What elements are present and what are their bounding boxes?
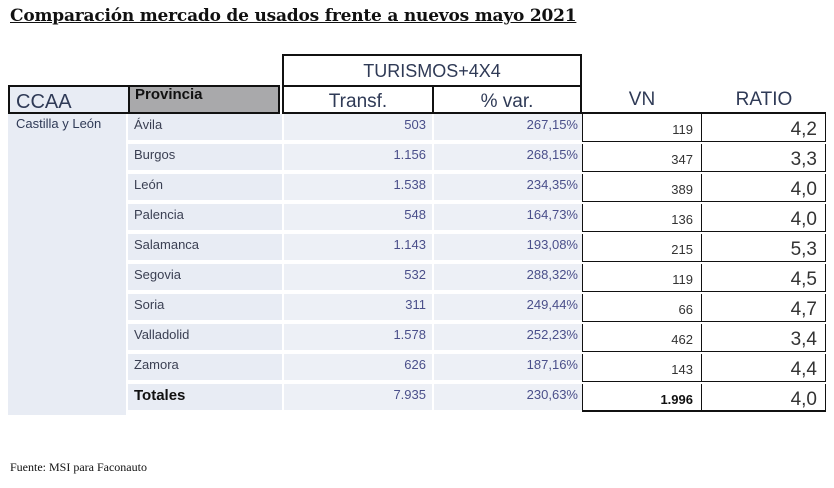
- document-title: Comparación mercado de usados frente a n…: [10, 6, 577, 26]
- cell-ratio: 3,3: [702, 144, 826, 172]
- cell-provincia: Valladolid: [128, 324, 282, 352]
- totals-ratio: 4,0: [702, 384, 826, 412]
- cell-vn: 389: [582, 174, 702, 202]
- cell-ratio: 4,7: [702, 294, 826, 322]
- cell-vn: 136: [582, 204, 702, 232]
- cell-provincia: Zamora: [128, 354, 282, 382]
- totals-label: Totales: [128, 384, 282, 412]
- totals-vn: 1.996: [582, 384, 702, 412]
- cell-transf: 548: [282, 204, 432, 232]
- cell-vn: 215: [582, 234, 702, 262]
- cell-vn: 347: [582, 144, 702, 172]
- region-label: Castilla y León: [16, 116, 102, 131]
- header-pvar: % var.: [432, 85, 582, 114]
- cell-ratio: 4,2: [702, 114, 826, 142]
- cell-ratio: 4,4: [702, 354, 826, 382]
- cell-pvar: 268,15%: [432, 144, 582, 172]
- source-footer: Fuente: MSI para Faconauto: [10, 460, 147, 474]
- cell-pvar: 187,16%: [432, 354, 582, 382]
- cell-pvar: 249,44%: [432, 294, 582, 322]
- cell-transf: 1.156: [282, 144, 432, 172]
- cell-provincia: Soria: [128, 294, 282, 322]
- cell-pvar: 234,35%: [432, 174, 582, 202]
- cell-provincia: Palencia: [128, 204, 282, 232]
- header-ratio: RATIO: [702, 85, 826, 114]
- header-provincia: Provincia: [128, 85, 280, 114]
- header-vn: VN: [582, 85, 702, 114]
- cell-provincia: Burgos: [128, 144, 282, 172]
- cell-pvar: 193,08%: [432, 234, 582, 262]
- cell-transf: 311: [282, 294, 432, 322]
- header-transf: Transf.: [282, 85, 432, 114]
- cell-ratio: 4,0: [702, 174, 826, 202]
- cell-vn: 462: [582, 324, 702, 352]
- cell-pvar: 164,73%: [432, 204, 582, 232]
- cell-transf: 503: [282, 114, 432, 142]
- cell-transf: 532: [282, 264, 432, 292]
- cell-transf: 1.538: [282, 174, 432, 202]
- cell-transf: 1.578: [282, 324, 432, 352]
- cell-provincia: Salamanca: [128, 234, 282, 262]
- cell-transf: 1.143: [282, 234, 432, 262]
- cell-ratio: 3,4: [702, 324, 826, 352]
- cell-vn: 119: [582, 114, 702, 142]
- cell-vn: 119: [582, 264, 702, 292]
- cell-ratio: 4,0: [702, 204, 826, 232]
- cell-pvar: 288,32%: [432, 264, 582, 292]
- header-ccaa: CCAA: [8, 85, 128, 114]
- cell-vn: 143: [582, 354, 702, 382]
- cell-pvar: 267,15%: [432, 114, 582, 142]
- cell-ratio: 4,5: [702, 264, 826, 292]
- cell-pvar: 252,23%: [432, 324, 582, 352]
- totals-pvar: 230,63%: [432, 384, 582, 412]
- cell-provincia: León: [128, 174, 282, 202]
- cell-transf: 626: [282, 354, 432, 382]
- cell-provincia: Ávila: [128, 114, 282, 142]
- cell-provincia: Segovia: [128, 264, 282, 292]
- totals-transf: 7.935: [282, 384, 432, 412]
- cell-ratio: 5,3: [702, 234, 826, 262]
- ccaa-column: [8, 114, 128, 415]
- cell-vn: 66: [582, 294, 702, 322]
- group-header-turismos: TURISMOS+4X4: [282, 54, 582, 85]
